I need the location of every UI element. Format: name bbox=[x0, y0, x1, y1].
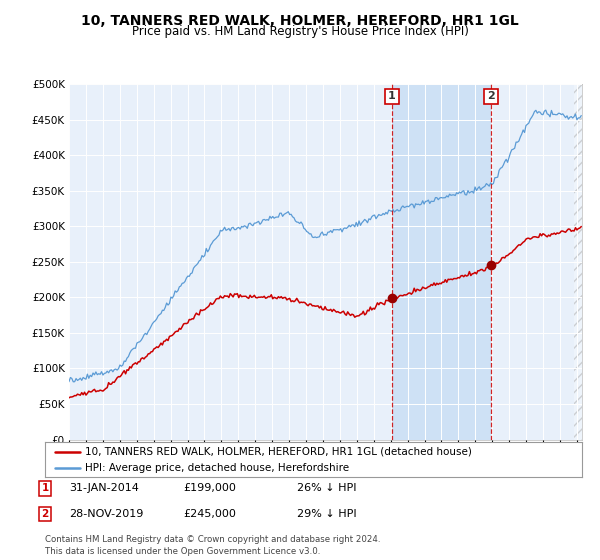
Bar bbox=[574, 84, 582, 440]
Bar bbox=[392, 84, 491, 440]
Text: Price paid vs. HM Land Registry's House Price Index (HPI): Price paid vs. HM Land Registry's House … bbox=[131, 25, 469, 38]
Text: £199,000: £199,000 bbox=[183, 483, 236, 493]
Text: 10, TANNERS RED WALK, HOLMER, HEREFORD, HR1 1GL: 10, TANNERS RED WALK, HOLMER, HEREFORD, … bbox=[81, 14, 519, 28]
Text: 31-JAN-2014: 31-JAN-2014 bbox=[69, 483, 139, 493]
Text: 1: 1 bbox=[41, 483, 49, 493]
Text: 10, TANNERS RED WALK, HOLMER, HEREFORD, HR1 1GL (detached house): 10, TANNERS RED WALK, HOLMER, HEREFORD, … bbox=[85, 447, 472, 457]
Text: 26% ↓ HPI: 26% ↓ HPI bbox=[297, 483, 356, 493]
Text: £245,000: £245,000 bbox=[183, 509, 236, 519]
Text: 28-NOV-2019: 28-NOV-2019 bbox=[69, 509, 143, 519]
Text: HPI: Average price, detached house, Herefordshire: HPI: Average price, detached house, Here… bbox=[85, 463, 349, 473]
Text: Contains HM Land Registry data © Crown copyright and database right 2024.
This d: Contains HM Land Registry data © Crown c… bbox=[45, 535, 380, 556]
Text: 1: 1 bbox=[388, 91, 396, 101]
Text: 29% ↓ HPI: 29% ↓ HPI bbox=[297, 509, 356, 519]
Bar bbox=[574, 84, 582, 440]
Text: 2: 2 bbox=[41, 509, 49, 519]
Text: 2: 2 bbox=[487, 91, 495, 101]
